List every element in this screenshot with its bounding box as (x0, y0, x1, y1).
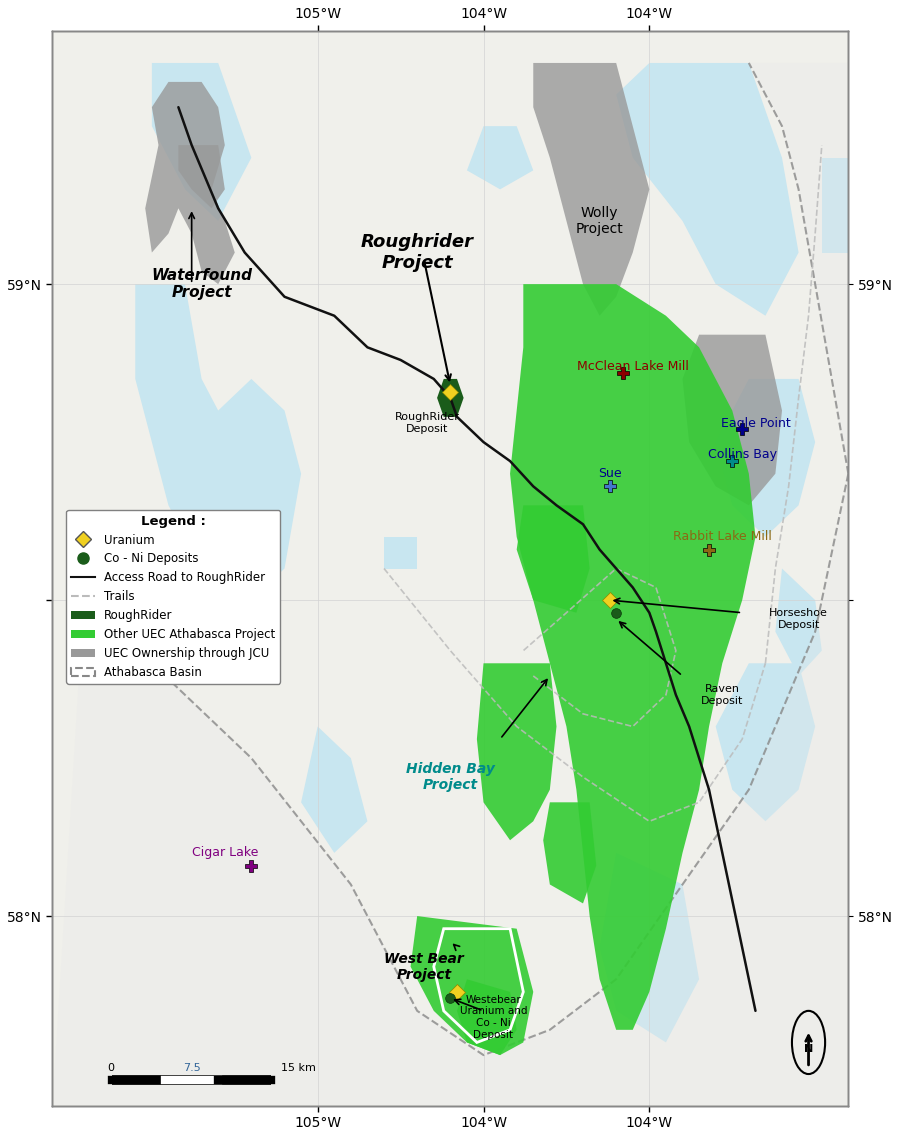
Polygon shape (517, 505, 590, 613)
Text: Wolly
Project: Wolly Project (576, 206, 624, 236)
Polygon shape (510, 284, 755, 1030)
Text: Rabbit Lake Mill: Rabbit Lake Mill (673, 530, 771, 543)
Polygon shape (477, 663, 556, 840)
Text: N: N (804, 1044, 814, 1054)
Polygon shape (716, 663, 815, 821)
Polygon shape (599, 853, 699, 1043)
Polygon shape (384, 537, 418, 568)
Text: McClean Lake Mill: McClean Lake Mill (577, 359, 688, 373)
Polygon shape (776, 568, 822, 675)
Polygon shape (437, 379, 464, 417)
Polygon shape (135, 284, 302, 600)
Polygon shape (410, 916, 534, 1055)
Polygon shape (457, 979, 517, 1055)
Text: Eagle Point: Eagle Point (721, 416, 790, 430)
Text: Horseshoe
Deposit: Horseshoe Deposit (770, 608, 828, 630)
Polygon shape (152, 63, 251, 221)
Polygon shape (534, 63, 649, 316)
Text: Sue: Sue (598, 467, 621, 480)
Polygon shape (544, 803, 597, 904)
Polygon shape (682, 334, 782, 505)
Polygon shape (616, 63, 798, 316)
Polygon shape (52, 63, 849, 1105)
Polygon shape (302, 727, 367, 853)
Text: Cigar Lake: Cigar Lake (192, 846, 258, 860)
Text: 15 km: 15 km (281, 1063, 316, 1073)
Polygon shape (145, 82, 235, 284)
Text: RoughRider
Deposit: RoughRider Deposit (395, 413, 460, 434)
Text: Hidden Bay
Project: Hidden Bay Project (406, 762, 495, 792)
Text: Waterfound
Project: Waterfound Project (151, 268, 252, 300)
Text: Roughrider
Project: Roughrider Project (361, 233, 473, 272)
Text: 7.5: 7.5 (183, 1063, 201, 1073)
Text: Westebear
Uranium and
Co - Ni
Deposit: Westebear Uranium and Co - Ni Deposit (460, 995, 527, 1039)
Text: Collins Bay: Collins Bay (707, 448, 777, 462)
Text: West Bear
Project: West Bear Project (384, 952, 464, 981)
Text: Raven
Deposit: Raven Deposit (701, 684, 743, 706)
Polygon shape (178, 146, 225, 208)
Text: 0: 0 (107, 1063, 114, 1073)
Polygon shape (716, 379, 815, 537)
Polygon shape (467, 126, 534, 190)
Legend: Uranium, Co - Ni Deposits, Access Road to RoughRider, Trails, RoughRider, Other : Uranium, Co - Ni Deposits, Access Road t… (67, 511, 280, 683)
Polygon shape (822, 158, 849, 252)
